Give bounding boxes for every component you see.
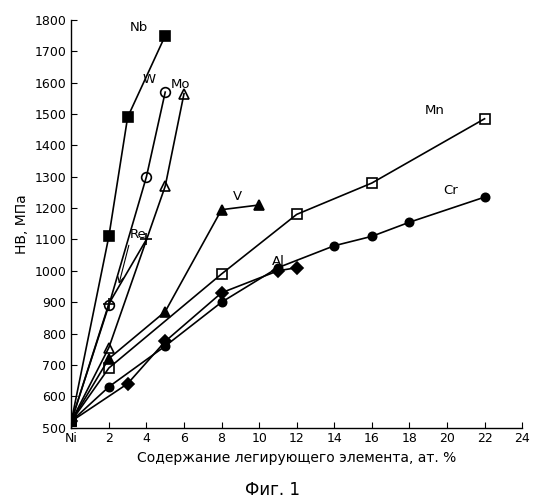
Text: Re: Re	[130, 228, 146, 241]
Text: V: V	[233, 190, 242, 203]
Text: Mn: Mn	[425, 104, 444, 117]
Text: Cr: Cr	[443, 184, 458, 197]
Text: Mo: Mo	[171, 78, 190, 90]
Text: Фиг. 1: Фиг. 1	[245, 481, 300, 499]
Text: Al: Al	[272, 254, 285, 268]
Text: Nb: Nb	[130, 21, 148, 34]
Text: W: W	[143, 73, 156, 86]
X-axis label: Содержание легирующего элемента, ат. %: Содержание легирующего элемента, ат. %	[137, 451, 456, 465]
Y-axis label: НВ, МПа: НВ, МПа	[15, 194, 29, 254]
